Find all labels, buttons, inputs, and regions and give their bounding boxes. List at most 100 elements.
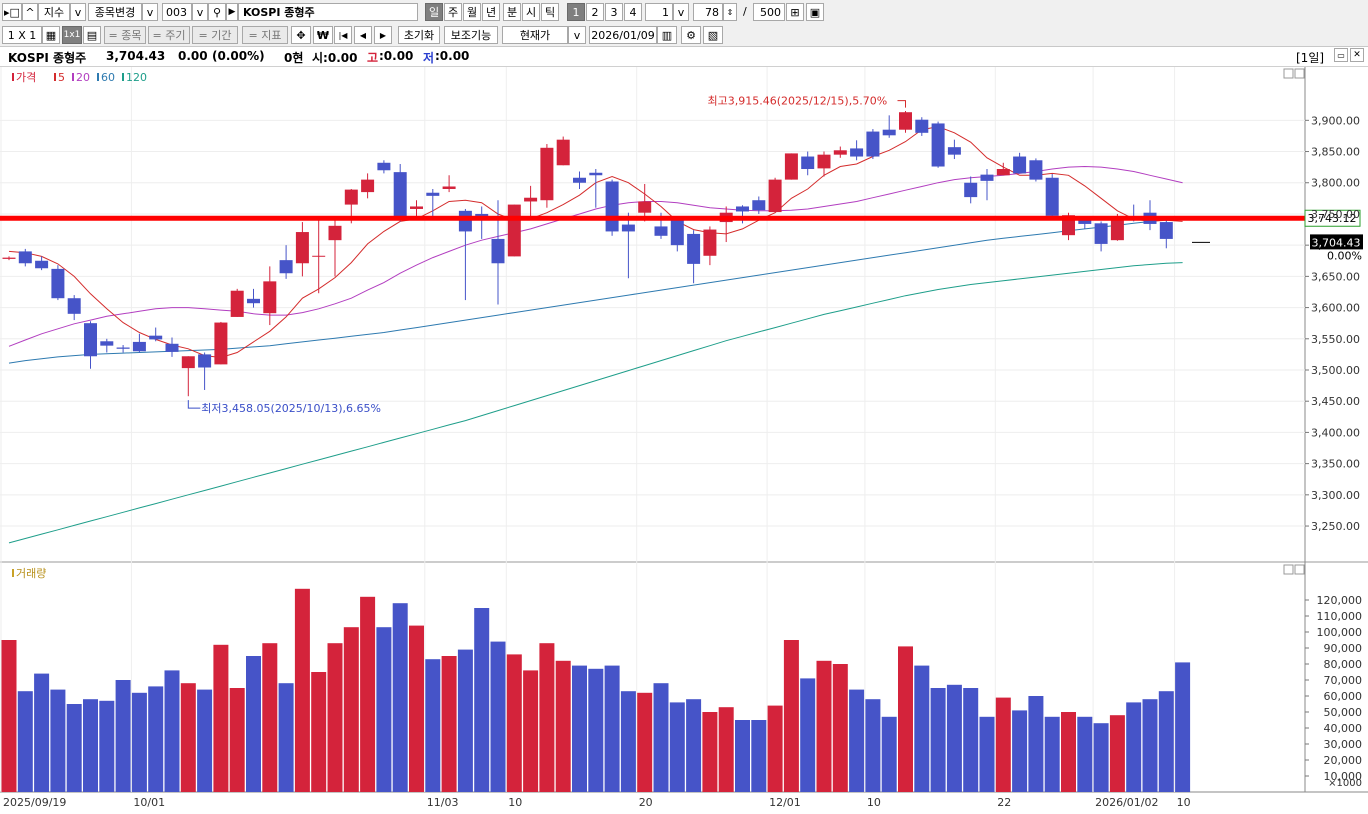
period-tab-hour[interactable]: 시 xyxy=(522,3,540,21)
period-tab-label: 월 xyxy=(466,6,478,19)
candle-body xyxy=(784,153,798,180)
item-name-field[interactable]: KOSPI 종형주 xyxy=(238,3,418,21)
next-icon[interactable]: ▶ xyxy=(374,26,392,44)
number-tab-4[interactable]: 4 xyxy=(624,3,642,21)
layout-1x1-button[interactable]: 1x1 xyxy=(62,26,82,44)
period-tab-day[interactable]: 일 xyxy=(425,3,443,21)
legend-label: 60 xyxy=(101,71,115,84)
volume-bar xyxy=(686,699,702,792)
change-item-button[interactable]: 종목변경 xyxy=(88,3,142,21)
settings-icon[interactable]: ⚙ xyxy=(681,26,701,44)
grid-icon[interactable]: ▦ xyxy=(42,26,60,44)
search-icon[interactable]: ⚲ xyxy=(208,3,226,21)
vol-tick-label: 50,000 xyxy=(1324,706,1363,719)
add-window-icon[interactable]: ⊞ xyxy=(786,3,804,21)
y-tick-label: 3,650.00 xyxy=(1311,270,1360,283)
candle-body xyxy=(2,257,16,259)
volume-panel-close-icon[interactable] xyxy=(1294,564,1305,575)
screen-toggle-button[interactable]: ▸□ xyxy=(2,3,22,21)
ma60-layer xyxy=(8,216,1183,364)
items-button[interactable]: = 종목 xyxy=(104,26,146,44)
chevron-down-icon[interactable]: v xyxy=(70,3,86,21)
volume-bar xyxy=(164,670,180,792)
volume-bar xyxy=(474,608,490,792)
volume-bar xyxy=(213,644,229,792)
cycle-button[interactable]: = 주기 xyxy=(148,26,190,44)
reset-label: 초기화 xyxy=(403,29,435,42)
candle-body xyxy=(996,169,1010,176)
period-tab-minute[interactable]: 분 xyxy=(503,3,521,21)
panel-minimize-icon[interactable] xyxy=(1283,68,1294,79)
candle-body xyxy=(426,192,440,196)
period-tab-year[interactable]: 년 xyxy=(482,3,500,21)
indicator-button[interactable]: = 지표 xyxy=(242,26,288,44)
move-icon[interactable]: ✥ xyxy=(291,26,311,44)
volume-bar xyxy=(995,697,1011,792)
close-icon[interactable]: ✕ xyxy=(1350,48,1364,62)
info-change: 0.00 xyxy=(178,49,208,63)
max-count-input[interactable]: 500 xyxy=(753,3,785,21)
layout-select[interactable]: 1 X 1 xyxy=(2,26,42,44)
period-tab-week[interactable]: 주 xyxy=(444,3,462,21)
volume-bar xyxy=(735,720,750,792)
chart-type-icon[interactable]: ▧ xyxy=(703,26,723,44)
reset-button[interactable]: 초기화 xyxy=(398,26,440,44)
candle-body xyxy=(899,112,912,130)
candle-body xyxy=(377,162,391,171)
volume-bar xyxy=(849,689,865,792)
first-icon[interactable]: |◀ xyxy=(334,26,352,44)
volume-panel-minimize-icon[interactable] xyxy=(1283,564,1294,575)
volume-bar xyxy=(669,702,685,792)
code-input[interactable]: 003 xyxy=(162,3,192,21)
price-type-select[interactable]: 현재가 xyxy=(502,26,568,44)
candle-body xyxy=(344,189,358,205)
volume-bar xyxy=(1142,699,1158,792)
table-icon[interactable]: ▤ xyxy=(83,26,101,44)
volume-bar xyxy=(800,678,816,792)
restore-icon[interactable]: ▭ xyxy=(1334,48,1348,62)
spinner-icon[interactable]: ⇕ xyxy=(723,3,737,21)
date-input[interactable]: 2026/01/09 xyxy=(589,26,657,44)
interval-input[interactable]: 1 xyxy=(645,3,673,21)
market-type-select[interactable]: 지수 xyxy=(38,3,70,21)
candle-body xyxy=(328,225,342,241)
aux-function-button[interactable]: 보조기능 xyxy=(444,26,498,44)
chevron-up-icon[interactable]: ^ xyxy=(22,3,38,21)
caret-right-icon[interactable]: ▶ xyxy=(226,3,238,21)
vol-tick-label: 100,000 xyxy=(1317,626,1363,639)
candle-body xyxy=(507,204,521,257)
candle-body xyxy=(556,139,570,166)
chevron-down-icon[interactable]: v xyxy=(142,3,158,21)
volume-bar xyxy=(865,699,881,792)
low-annotation-arrow xyxy=(187,400,201,409)
period-tab-tick[interactable]: 틱 xyxy=(541,3,559,21)
chevron-down-icon[interactable]: v xyxy=(192,3,208,21)
candle-body xyxy=(1159,222,1173,239)
candle-body xyxy=(116,347,130,349)
x-tick-label: 20 xyxy=(639,796,653,809)
number-tab-1[interactable]: 1 xyxy=(567,3,585,21)
volume-bar xyxy=(946,684,962,792)
aux-function-label: 보조기능 xyxy=(450,29,492,42)
calendar-icon[interactable]: ▥ xyxy=(657,26,677,44)
chevron-down-icon[interactable]: v xyxy=(673,3,689,21)
count-input[interactable]: 78 xyxy=(693,3,723,21)
legend-marker xyxy=(12,73,14,81)
save-icon[interactable]: ▣ xyxy=(806,3,824,21)
won-button[interactable]: ₩ xyxy=(313,26,333,44)
volume-bar xyxy=(572,665,587,792)
y-tick-label: 3,600.00 xyxy=(1311,302,1360,315)
chevron-down-icon[interactable]: v xyxy=(568,26,586,44)
period-tab-month[interactable]: 월 xyxy=(463,3,481,21)
panel-close-icon[interactable] xyxy=(1294,68,1305,79)
horizontal-line-layer[interactable]: 3,743.12 xyxy=(0,209,1361,227)
range-label: 기간 xyxy=(211,29,232,42)
number-tab-3[interactable]: 3 xyxy=(605,3,623,21)
candle-body xyxy=(312,255,326,257)
candle-body xyxy=(882,129,896,136)
number-tab-2[interactable]: 2 xyxy=(586,3,604,21)
prev-icon[interactable]: ◀ xyxy=(354,26,372,44)
volume-bar xyxy=(376,627,392,792)
range-button[interactable]: = 기간 xyxy=(192,26,238,44)
